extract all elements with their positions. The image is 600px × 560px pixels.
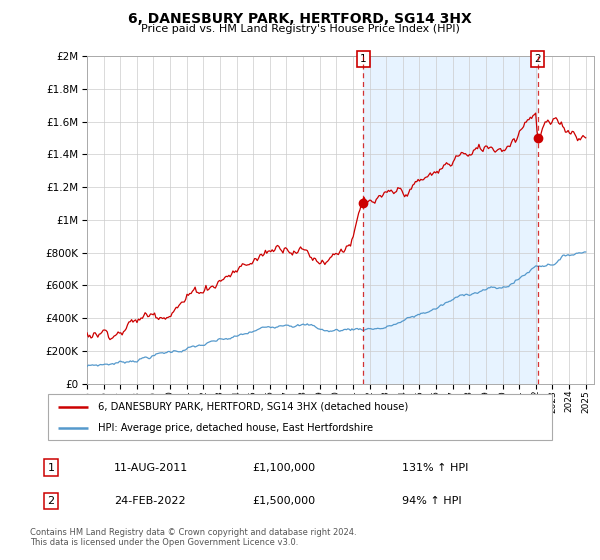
Text: 24-FEB-2022: 24-FEB-2022 (114, 496, 185, 506)
Text: Contains HM Land Registry data © Crown copyright and database right 2024.
This d: Contains HM Land Registry data © Crown c… (30, 528, 356, 547)
Text: 2: 2 (535, 54, 541, 64)
Text: Price paid vs. HM Land Registry's House Price Index (HPI): Price paid vs. HM Land Registry's House … (140, 24, 460, 34)
Text: HPI: Average price, detached house, East Hertfordshire: HPI: Average price, detached house, East… (98, 423, 374, 433)
Text: 1: 1 (47, 463, 55, 473)
Text: £1,100,000: £1,100,000 (252, 463, 315, 473)
Text: 94% ↑ HPI: 94% ↑ HPI (402, 496, 461, 506)
Text: 11-AUG-2011: 11-AUG-2011 (114, 463, 188, 473)
Text: 1: 1 (360, 54, 367, 64)
Text: 2: 2 (47, 496, 55, 506)
Bar (363, 56, 538, 384)
Text: 6, DANESBURY PARK, HERTFORD, SG14 3HX: 6, DANESBURY PARK, HERTFORD, SG14 3HX (128, 12, 472, 26)
Text: 6, DANESBURY PARK, HERTFORD, SG14 3HX (detached house): 6, DANESBURY PARK, HERTFORD, SG14 3HX (d… (98, 402, 409, 412)
Text: £1,500,000: £1,500,000 (252, 496, 315, 506)
Text: 131% ↑ HPI: 131% ↑ HPI (402, 463, 469, 473)
